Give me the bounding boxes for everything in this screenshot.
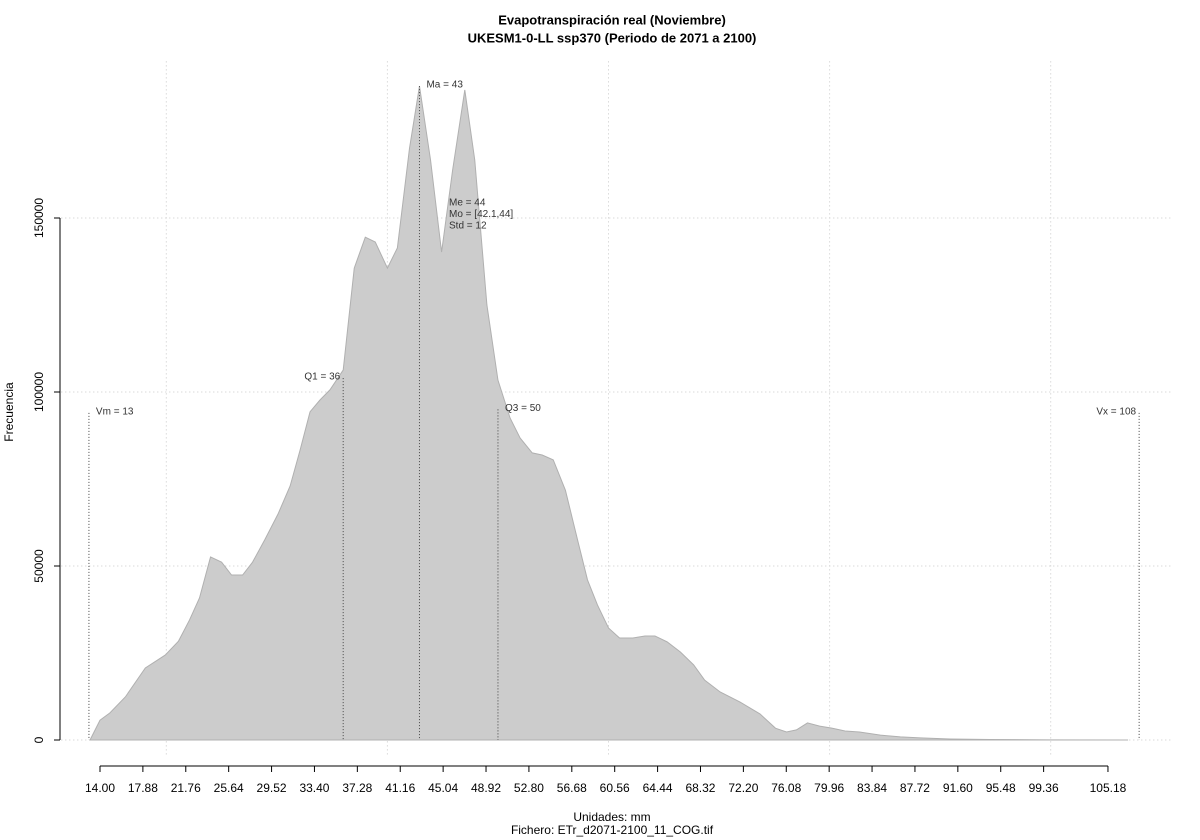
marker-label: Q1 = 36 [304,372,340,383]
x-tick-label: 21.76 [171,781,201,795]
x-tick-label: 29.52 [257,781,287,795]
x-tick-label: 87.72 [900,781,930,795]
x-tick-label: 99.36 [1029,781,1059,795]
x-tick-label: 45.04 [428,781,458,795]
x-tick-label: 95.48 [986,781,1016,795]
x-tick-label: 64.44 [643,781,673,795]
x-tick-label: 52.80 [514,781,544,795]
y-tick-label: 150000 [32,198,46,238]
marker-label: Vm = 13 [96,407,134,418]
caption: Fichero: ETr_d2071-2100_11_COG.tif [511,823,714,837]
x-tick-label: 79.96 [814,781,844,795]
y-tick-label: 0 [32,736,46,743]
x-tick-label: 68.32 [685,781,715,795]
x-tick-label: 91.60 [943,781,973,795]
area [89,86,1129,741]
y-axis-label: Frecuencia [2,382,16,442]
x-tick-label: 60.56 [600,781,630,795]
x-tick-label: 48.92 [471,781,501,795]
marker-label: Ma = 43 [426,80,463,91]
x-tick-label: 14.00 [85,781,115,795]
x-tick-label: 17.88 [128,781,158,795]
marker-label: Vx = 108 [1096,407,1136,418]
chart-title: Evapotranspiración real (Noviembre) [498,12,726,27]
x-tick-label: 105.18 [1090,781,1127,795]
chart-subtitle: UKESM1-0-LL ssp370 (Periodo de 2071 a 21… [468,30,757,45]
x-tick-label: 25.64 [214,781,244,795]
y-tick-label: 100000 [32,372,46,412]
y-tick-label: 50000 [32,549,46,583]
x-tick-label: 33.40 [299,781,329,795]
x-tick-label: 41.16 [385,781,415,795]
marker-label: Q3 = 50 [505,403,541,414]
x-tick-label: 83.84 [857,781,887,795]
x-tick-label: 72.20 [728,781,758,795]
stat-label: Mo = [42.1,44] [449,209,513,220]
stat-label: Std = 12 [449,221,487,232]
x-axis-label: Unidades: mm [573,810,650,824]
x-tick-label: 56.68 [557,781,587,795]
stat-label: Me = 44 [449,198,486,209]
x-tick-label: 37.28 [342,781,372,795]
x-tick-label: 76.08 [771,781,801,795]
